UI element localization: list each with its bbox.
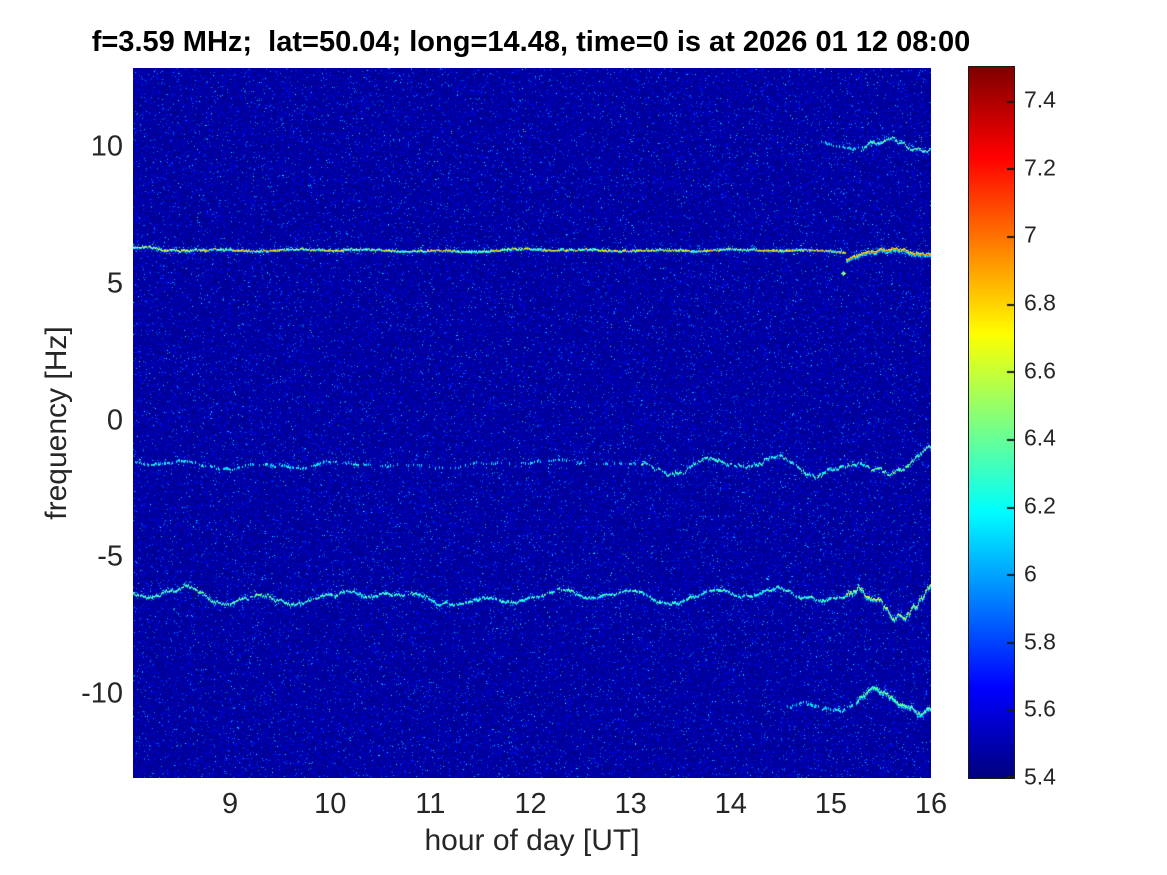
colorbar	[968, 66, 1015, 779]
x-tick-label: 14	[714, 788, 747, 820]
x-tick-label: 12	[514, 788, 547, 820]
y-tick-label: 10	[90, 130, 123, 163]
colorbar-tick-label: 5.4	[1024, 763, 1056, 790]
x-axis-label: hour of day [UT]	[424, 824, 640, 857]
x-tick-label: 11	[415, 788, 446, 820]
y-tick-label: 5	[106, 267, 123, 300]
colorbar-tick-label: 7	[1024, 221, 1037, 248]
colorbar-tick-label: 6	[1024, 560, 1037, 587]
colorbar-tick-label: 7.2	[1024, 154, 1056, 181]
colorbar-tick-label: 7.4	[1024, 86, 1056, 113]
colorbar-tick-label: 5.6	[1024, 695, 1056, 722]
x-tick-label: 10	[314, 788, 347, 820]
y-tick-label: -10	[81, 677, 123, 710]
colorbar-tick-label: 6.8	[1024, 289, 1056, 316]
x-tick-label: 16	[914, 788, 948, 820]
colorbar-tick-label: 5.8	[1024, 628, 1056, 655]
x-tick-label: 13	[614, 788, 647, 820]
spectrogram-image	[133, 68, 931, 778]
colorbar-tick-label: 6.4	[1024, 424, 1056, 451]
y-tick-label: -5	[97, 540, 123, 573]
colorbar-tick-label: 6.6	[1024, 357, 1056, 384]
colorbar-tick-label: 6.2	[1024, 492, 1056, 519]
x-tick-label: 15	[814, 788, 847, 820]
y-tick-label: 0	[106, 404, 123, 437]
x-tick-label: 9	[222, 788, 239, 820]
chart-title: f=3.59 MHz; lat=50.04; long=14.48, time=…	[91, 26, 971, 58]
